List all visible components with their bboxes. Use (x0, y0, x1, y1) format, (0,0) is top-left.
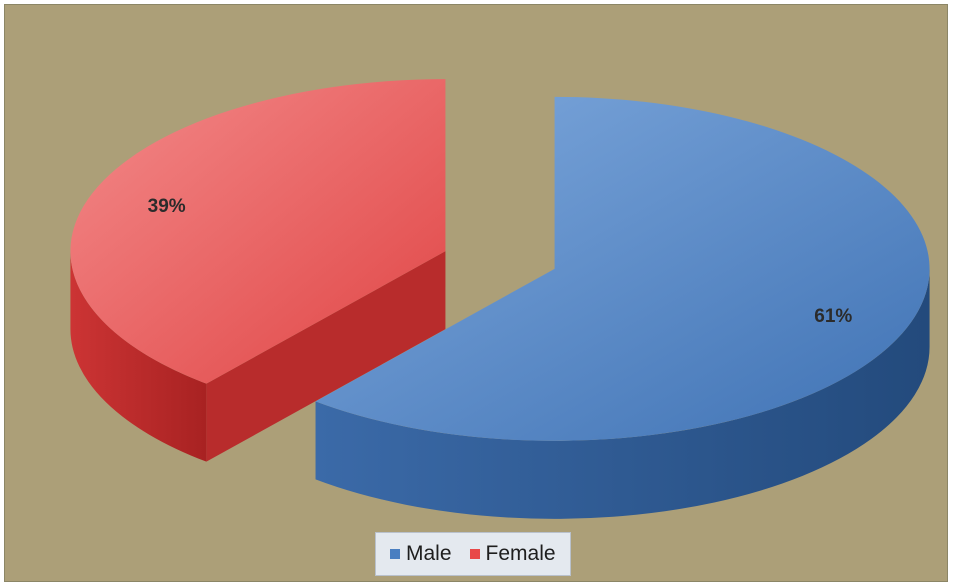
legend: Male Female (375, 532, 571, 576)
slice-side-female (70, 251, 207, 462)
legend-item-male: Male (390, 542, 452, 566)
legend-swatch-male (390, 549, 400, 559)
slice-top-female (70, 79, 446, 384)
slice-male: 61% (315, 96, 930, 519)
slice-face-female (206, 251, 446, 462)
legend-swatch-female (469, 549, 480, 559)
pie-chart: 61% 39% (70, 79, 930, 519)
slice-female: 39% (70, 79, 446, 462)
chart-area: 61% 39% Male Female (4, 4, 948, 582)
data-label-male: 61% (814, 306, 852, 327)
slice-side-male (315, 268, 930, 519)
legend-item-female: Female (469, 542, 556, 566)
slice-top-male (315, 96, 930, 441)
legend-label-male: Male (406, 542, 452, 565)
data-label-female: 39% (148, 196, 186, 217)
legend-label-female: Female (485, 542, 556, 565)
